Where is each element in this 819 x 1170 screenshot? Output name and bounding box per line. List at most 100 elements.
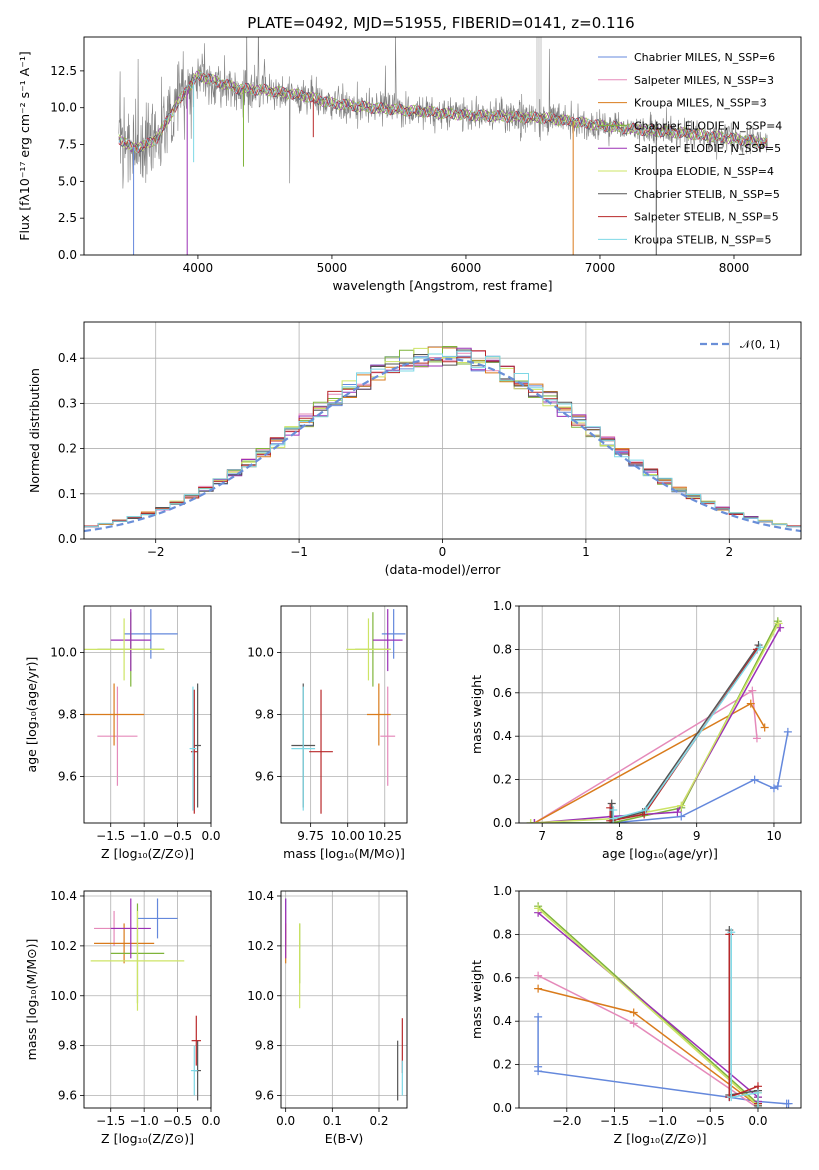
- spectrum-panel: 4000 5000 6000 7000 8000 0.0 2.5 5.0 7.5 10.0 12.5…: [17, 36, 802, 293]
- age-z-xlabel: Z [log₁₀(Z/Z⊙)]: [101, 846, 194, 861]
- weight-age-point-marker: [760, 723, 769, 732]
- age-z-xtick-label: −0.5: [163, 829, 192, 843]
- weight-z-ytick-label: 1.0: [493, 884, 512, 898]
- weight-age-point-marker: [607, 799, 616, 808]
- spectrum-model-line: [118, 72, 768, 153]
- residuals-xtick-label: 1: [582, 545, 590, 559]
- age-z-xtick-label: −1.0: [130, 829, 159, 843]
- spectrum-legend-label: Salpeter ELODIE, N_SSP=5: [634, 142, 781, 155]
- weight-age-series-line: [530, 623, 780, 823]
- weight-age-series-line: [609, 648, 758, 822]
- mass-ebv-ytick-label: 9.6: [255, 1089, 274, 1103]
- mass-ebv-xlabel: E(B-V): [325, 1131, 364, 1146]
- mass-ebv-ytick-label: 9.8: [255, 1039, 274, 1053]
- spectrum-frame: [83, 36, 802, 256]
- weight-z-ytick-label: 0.4: [493, 1014, 512, 1028]
- weight-z-point-marker: [727, 1093, 736, 1102]
- weight-age-point-marker: [530, 819, 539, 823]
- weight-age-series-line: [610, 644, 760, 822]
- spectrum-ytick-label: 0.0: [58, 248, 77, 262]
- age-mass-ytick-label: 9.6: [255, 770, 274, 784]
- weight-age-xtick-label: 8: [616, 829, 624, 843]
- spectrum-legend-label: Chabrier STELIB, N_SSP=5: [634, 188, 780, 201]
- age-mass-frame: [280, 605, 408, 824]
- age-z-ylabel: age [log₁₀(age/yr)]: [24, 657, 39, 773]
- spectrum-model-line: [118, 71, 768, 154]
- weight-z-frame: [518, 890, 802, 1109]
- residuals-ylabel: Normed distribution: [27, 368, 42, 493]
- spectrum-ytick-label: 12.5: [50, 64, 77, 78]
- mass-z-ylabel: mass [log₁₀(M/M⊙)]: [24, 939, 39, 1061]
- spectrum-xtick-label: 6000: [451, 261, 482, 275]
- residuals-xtick-label: −1: [290, 545, 308, 559]
- spectrum-legend-label: Chabrier ELODIE, N_SSP=4: [634, 119, 782, 132]
- mass-z-xtick-label: −1.0: [130, 1114, 159, 1128]
- mass-z-xtick-label: −0.5: [163, 1114, 192, 1128]
- spectrum-xtick-label: 7000: [585, 261, 616, 275]
- weight-age-point-marker: [746, 699, 755, 708]
- weight-age-point-marker: [769, 784, 778, 793]
- weight-age-point-marker: [640, 810, 649, 819]
- weight-age-ytick-label: 0.0: [493, 816, 512, 830]
- weight-age-point-marker: [526, 819, 535, 823]
- mass-z-xtick-label: −1.5: [96, 1114, 125, 1128]
- spectrum-legend-label: Salpeter MILES, N_SSP=3: [634, 74, 774, 87]
- spectrum-ylabel: Flux [fλ10⁻¹⁷ erg cm⁻² s⁻¹ A⁻¹]: [17, 51, 32, 240]
- residuals-xtick-label: −2: [147, 545, 165, 559]
- weight-z-point-marker: [725, 930, 734, 939]
- weight-age-ytick-label: 0.2: [493, 773, 512, 787]
- weight-z-point-marker: [534, 1067, 543, 1076]
- weight-age-point-marker: [776, 623, 785, 632]
- weight-age-xtick-label: 9: [693, 829, 701, 843]
- weight-age-point-marker: [774, 619, 783, 628]
- spectrum-ytick-label: 2.5: [58, 211, 77, 225]
- weight-age-point-marker: [748, 686, 757, 695]
- residuals-ytick-label: 0.2: [58, 442, 77, 456]
- mass-vs-metallicity-panel: −1.5 −1.0 −0.5 0.0 9.6 9.8 10.0 10.2 10.4 Z [log₁…: [24, 889, 221, 1146]
- mass-ebv-xtick-label: 0.0: [276, 1114, 295, 1128]
- weight-age-ytick-label: 0.4: [493, 729, 512, 743]
- weight-z-xtick-label: 0.0: [748, 1114, 767, 1128]
- weight-z-xtick-label: −0.5: [696, 1114, 725, 1128]
- weight-vs-age-panel: 7 8 9 10 0.0 0.2 0.4 0.6 0.8 1.0 age [log₁₀(age/yr…: [469, 599, 802, 861]
- mass-ebv-frame: [280, 890, 408, 1109]
- weight-age-xlabel: age [log₁₀(age/yr)]: [602, 846, 718, 861]
- spectrum-ytick-label: 5.0: [58, 174, 77, 188]
- weight-z-point-marker: [727, 928, 736, 937]
- weight-z-point-marker: [753, 1088, 762, 1097]
- spectrum-xtick-label: 4000: [183, 261, 214, 275]
- weight-vs-metallicity-panel: −2.0 −1.5 −1.0 −0.5 0.0 0.0 0.2 0.4 0.6 0.8 1.0 Z […: [469, 884, 802, 1146]
- age-mass-xtick-label: 9.75: [297, 829, 324, 843]
- mass-z-ytick-label: 10.2: [50, 939, 77, 953]
- weight-age-point-marker: [756, 643, 765, 652]
- residuals-panel: −2 −1 0 1 2 0.0 0.1 0.2 0.3 0.4 (data-model)/error…: [27, 321, 802, 577]
- mass-ebv-ytick-label: 10.2: [247, 939, 274, 953]
- residuals-ytick-label: 0.3: [58, 396, 77, 410]
- weight-z-point-marker: [534, 904, 543, 913]
- weight-age-point-marker: [677, 801, 686, 810]
- weight-age-point-marker: [609, 814, 618, 823]
- weight-z-ytick-label: 0.8: [493, 927, 512, 941]
- spectrum-legend-label: Chabrier MILES, N_SSP=6: [634, 51, 775, 64]
- age-vs-metallicity-panel: −1.5 −1.0 −0.5 0.0 9.6 9.8 10.0 Z [log₁₀(Z/Z⊙)]…: [24, 605, 221, 861]
- weight-z-point-marker: [784, 1099, 793, 1108]
- mass-ebv-xtick-label: 0.1: [323, 1114, 342, 1128]
- age-z-ytick-label: 10.0: [50, 646, 77, 660]
- weight-age-point-marker: [752, 734, 761, 743]
- weight-z-point-marker: [534, 1012, 543, 1021]
- age-z-xtick-label: 0.0: [201, 829, 220, 843]
- weight-age-ylabel: mass weight: [469, 675, 484, 754]
- weight-age-series-line: [530, 620, 779, 823]
- weight-age-ytick-label: 1.0: [493, 599, 512, 613]
- age-mass-ytick-label: 10.0: [247, 646, 274, 660]
- weight-z-ytick-label: 0.6: [493, 971, 512, 985]
- spectrum-xtick-label: 5000: [317, 261, 348, 275]
- age-mass-xlabel: mass [log₁₀(M/M⊙)]: [283, 846, 405, 861]
- weight-z-series-line: [728, 934, 759, 1104]
- residuals-xlabel: (data-model)/error: [385, 562, 502, 577]
- spectrum-ytick-label: 7.5: [58, 138, 77, 152]
- weight-z-series-line: [728, 930, 759, 1106]
- age-vs-mass-panel: 9.75 10.00 10.25 9.6 9.8 10.0 mass [log₁₀(M/M⊙…: [247, 605, 408, 861]
- weight-z-point-marker: [534, 984, 543, 993]
- weight-age-point-marker: [677, 812, 686, 821]
